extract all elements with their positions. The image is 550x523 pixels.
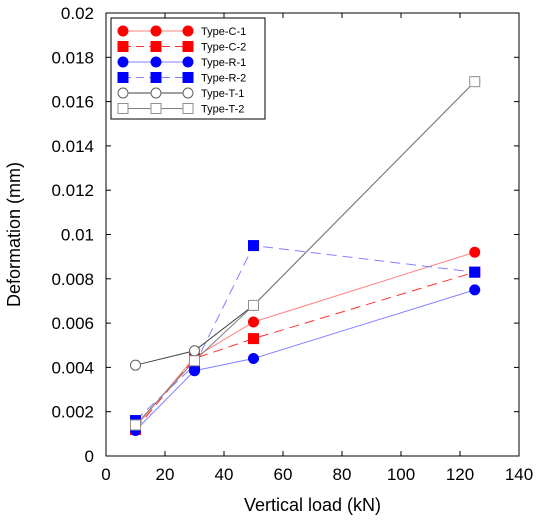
y-tick-label: 0.004: [51, 358, 94, 377]
data-point: [469, 266, 481, 278]
legend-marker: [117, 56, 129, 68]
series-line: [135, 81, 476, 426]
y-tick-label: 0.01: [61, 226, 94, 245]
legend-marker: [117, 103, 129, 114]
data-point: [469, 284, 481, 296]
x-tick-label: 140: [505, 465, 533, 484]
data-point: [469, 76, 481, 88]
data-point: [248, 333, 259, 345]
legend-marker: [117, 72, 129, 83]
series-line: [135, 289, 475, 431]
x-tick-label: 40: [215, 465, 234, 484]
legend-marker: [150, 72, 162, 83]
series-layer: [130, 76, 481, 437]
y-tick-label: 0.016: [51, 93, 94, 112]
legend-marker: [182, 103, 194, 114]
y-tick-label: 0: [85, 447, 94, 466]
legend-marker: [182, 41, 194, 52]
data-point: [130, 419, 141, 431]
data-point: [248, 353, 259, 365]
legend-marker: [182, 72, 194, 83]
legend-marker: [117, 87, 129, 99]
x-tick-label: 0: [101, 465, 110, 484]
legend-marker: [182, 87, 194, 99]
legend-label: Type-C-1: [201, 26, 246, 38]
axis-ticks: 0 20 40 60 80 100 120 140 0 0.002 0.004 0.006 0.008 0…: [51, 4, 533, 484]
legend-marker: [150, 103, 162, 114]
x-axis-title: Vertical load (kN): [244, 495, 381, 515]
data-point: [469, 246, 481, 258]
legend-marker: [150, 25, 162, 37]
legend-marker: [150, 41, 162, 52]
legend-label: Type-R-2: [201, 73, 246, 85]
series-type-t-2: [130, 76, 481, 431]
legend-item: Type-R-1: [117, 56, 246, 69]
legend-marker: [150, 56, 162, 68]
y-tick-label: 0.002: [51, 403, 94, 422]
legend: Type-C-1 Type-C-2 Type-R-1 Type-R-2 Type-T-1…: [110, 17, 266, 120]
data-point: [189, 345, 200, 357]
y-tick-label: 0.018: [51, 48, 94, 67]
x-tick-label: 20: [156, 465, 175, 484]
legend-item: Type-C-2: [117, 41, 246, 54]
legend-marker: [150, 87, 162, 99]
legend-item: Type-R-2: [117, 72, 246, 85]
data-point: [248, 316, 259, 328]
data-point: [189, 355, 200, 367]
legend-item: Type-T-2: [117, 103, 244, 116]
legend-marker: [182, 56, 194, 68]
x-tick-label: 100: [387, 465, 415, 484]
x-tick-label: 80: [333, 465, 352, 484]
x-tick-label: 120: [446, 465, 474, 484]
x-tick-label: 60: [274, 465, 293, 484]
y-tick-label: 0.012: [51, 181, 94, 200]
legend-marker: [117, 25, 129, 37]
legend-label: Type-C-2: [201, 42, 246, 54]
y-tick-label: 0.02: [61, 4, 94, 23]
legend-label: Type-T-2: [201, 104, 244, 116]
legend-label: Type-R-1: [201, 57, 246, 69]
legend-item: Type-T-1: [117, 87, 244, 100]
data-point: [248, 240, 259, 252]
y-tick-label: 0.006: [51, 314, 94, 333]
y-axis-title: Deformation (mm): [4, 162, 24, 307]
legend-marker: [182, 25, 194, 37]
legend-item: Type-C-1: [117, 25, 246, 38]
data-point: [130, 359, 141, 371]
data-point: [248, 299, 259, 311]
legend-label: Type-T-1: [201, 88, 244, 100]
y-tick-label: 0.008: [51, 270, 94, 289]
legend-marker: [117, 41, 129, 52]
y-tick-label: 0.014: [51, 137, 94, 156]
